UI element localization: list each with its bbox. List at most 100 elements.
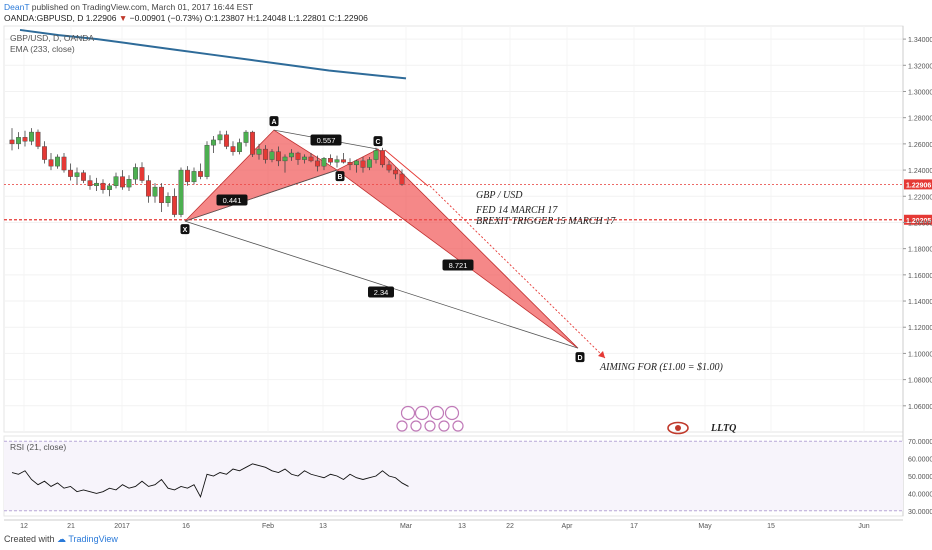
candle-body xyxy=(289,152,294,158)
candle-body xyxy=(399,173,405,185)
candle-body xyxy=(146,180,151,197)
pattern-triangle-bcd xyxy=(336,148,579,349)
candle-body xyxy=(16,137,21,145)
candle-body xyxy=(126,179,132,188)
author-link[interactable]: DeanT xyxy=(4,2,30,12)
time-tick-label: Feb xyxy=(262,523,274,530)
candle-body xyxy=(68,169,73,177)
candle-body xyxy=(35,131,41,147)
time-tick-label: Mar xyxy=(400,523,413,530)
candle-body xyxy=(386,164,392,171)
price-tick-label: 1.18000 xyxy=(908,247,932,254)
emoji-badge-icon xyxy=(444,405,460,421)
candle-body xyxy=(276,151,281,162)
candle-body xyxy=(243,131,249,143)
candle-body xyxy=(230,146,236,152)
candle-body xyxy=(347,162,353,166)
candle-body xyxy=(354,160,359,166)
price-tick-label: 1.16000 xyxy=(908,273,932,280)
candle-body xyxy=(133,167,138,180)
pattern-point-box xyxy=(180,224,190,235)
price-axis: 1.34000 1.32000 1.30000 1.28000 1.26000 1.240… xyxy=(902,26,932,516)
projection-arrow xyxy=(429,185,606,359)
chart-grid xyxy=(3,25,904,517)
candle-body xyxy=(178,169,184,215)
pattern-point-box xyxy=(575,352,585,363)
emoji-badge-icon xyxy=(414,405,430,421)
footer-created: Created with xyxy=(4,534,55,544)
candle-body xyxy=(55,156,60,167)
candle-body xyxy=(237,142,242,152)
horizontal-lines: 1.22906 1.20205 xyxy=(4,179,932,225)
time-tick-label: 16 xyxy=(182,523,190,530)
candle-body xyxy=(308,156,314,162)
candle-body xyxy=(328,158,333,163)
ratio-label: 2.34 xyxy=(374,288,389,297)
candle-body xyxy=(380,150,385,166)
ratio-label-box xyxy=(368,286,394,298)
candle-body xyxy=(165,196,171,204)
candle-body xyxy=(250,131,255,155)
tradingview-link[interactable]: TradingView xyxy=(68,534,118,544)
candle-body xyxy=(204,144,210,177)
candle-body xyxy=(152,186,158,197)
candle-body xyxy=(94,182,99,186)
candle-body xyxy=(282,156,288,162)
candle-body xyxy=(295,152,301,160)
emoji-badge-icon xyxy=(429,405,445,421)
time-tick-label: May xyxy=(698,523,712,530)
candle-body xyxy=(159,186,164,204)
candle-body xyxy=(61,156,67,171)
time-tick-label: 12 xyxy=(20,523,28,530)
pattern-point-label: D xyxy=(577,355,582,362)
price-label-box xyxy=(904,179,932,190)
price-tick-label: 1.26000 xyxy=(908,142,932,149)
price-tick-label: 1.14000 xyxy=(908,299,932,306)
emoji-badge-icon xyxy=(452,420,464,432)
price-tick-label: 1.28000 xyxy=(908,116,932,123)
candle-body xyxy=(334,159,340,163)
chart-notes: GBP / USD FED 14 MARCH 17 BREXIT TRIGGER… xyxy=(476,190,615,227)
time-tick-label: Jun xyxy=(858,523,869,530)
ratio-label: 8.721 xyxy=(449,261,468,270)
time-tick-label: 22 xyxy=(506,523,514,530)
ema-legend: EMA (233, close) xyxy=(10,44,75,54)
candle-body xyxy=(198,171,203,177)
candle-body xyxy=(74,172,80,177)
emoji-badges xyxy=(396,405,464,432)
rsi-legend: RSI (21, close) xyxy=(10,442,67,452)
price-label-value: 1.20205 xyxy=(906,218,931,225)
ema-line xyxy=(19,28,407,80)
time-tick-label: 13 xyxy=(458,523,466,530)
tradingview-logo-icon: ☁ xyxy=(57,534,67,544)
candle-body xyxy=(302,156,307,160)
ratio-label-box xyxy=(310,134,342,146)
candle-body xyxy=(42,146,47,160)
price-tick-label: 1.10000 xyxy=(908,351,932,358)
rsi-tick-label: 50.0000 xyxy=(908,474,932,481)
candle-body xyxy=(321,158,327,167)
candle-body xyxy=(22,137,28,142)
target-note: AIMING FOR (£1.00 = $1.00) xyxy=(600,362,723,373)
candle-body xyxy=(29,131,34,142)
time-tick-label: 13 xyxy=(319,523,327,530)
pattern-point-box xyxy=(335,171,345,182)
candle-body xyxy=(107,185,112,190)
time-tick-label: Apr xyxy=(562,523,574,530)
ratio-label-box xyxy=(216,194,248,206)
change-value: −0.00901 (−0.73%) xyxy=(129,13,203,23)
price-tick-label: 1.34000 xyxy=(908,37,932,44)
emoji-badge-icon xyxy=(438,420,450,432)
candle-body xyxy=(191,171,197,183)
ratio-label: 0.441 xyxy=(223,196,242,205)
rsi-panel: 70.0000 60.0000 50.0000 40.0000 30.0000 xyxy=(4,439,932,516)
series-legend: GBP/USD, D, OANDA xyxy=(10,33,95,43)
candle-body xyxy=(263,148,268,160)
eye-icon xyxy=(667,421,689,435)
time-tick-label: 21 xyxy=(67,523,75,530)
pattern-point-label: C xyxy=(375,139,380,146)
price-tick-label: 1.06000 xyxy=(908,404,932,411)
pattern-point-label: A xyxy=(271,119,276,126)
publish-text: published on TradingView.com, March 01, … xyxy=(31,2,254,12)
